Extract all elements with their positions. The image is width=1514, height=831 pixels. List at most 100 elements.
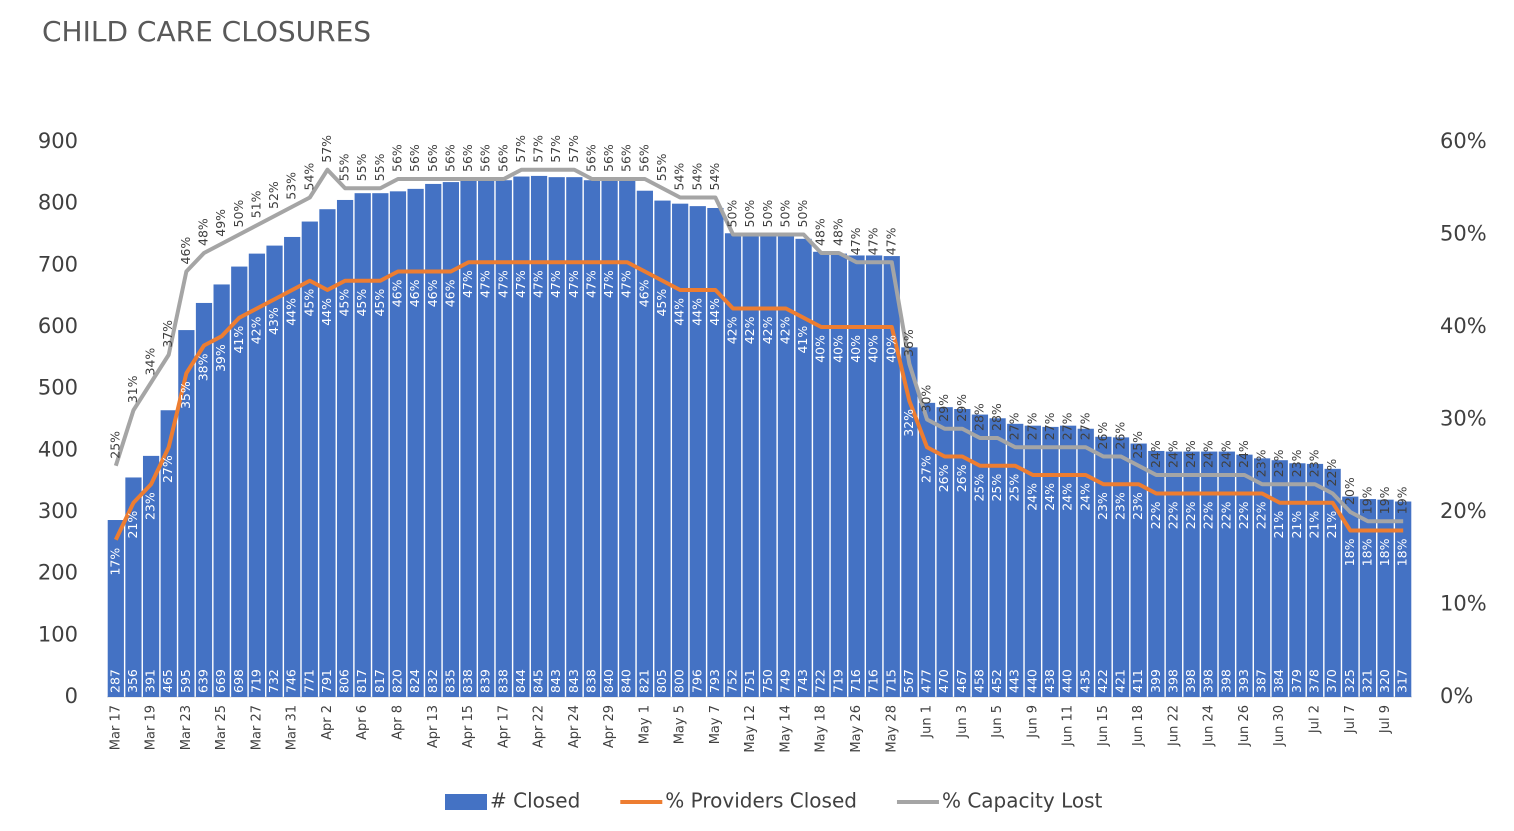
data-label: 42% bbox=[725, 316, 740, 344]
bar-label: 716 bbox=[848, 669, 863, 693]
data-label: 22% bbox=[1165, 501, 1180, 529]
data-label: 23% bbox=[1113, 492, 1128, 520]
data-label: 28% bbox=[989, 403, 1004, 431]
x-tick-label: Jun 18 bbox=[1131, 705, 1146, 747]
legend-swatch bbox=[445, 794, 487, 810]
bar-label: 838 bbox=[460, 669, 475, 693]
data-label: 27% bbox=[1007, 412, 1022, 440]
y2-tick-label: 20% bbox=[1440, 499, 1487, 523]
data-label: 24% bbox=[1060, 483, 1075, 511]
data-label: 47% bbox=[619, 270, 634, 298]
bar-label: 465 bbox=[160, 669, 175, 693]
bar bbox=[1130, 443, 1147, 697]
bar bbox=[548, 177, 565, 697]
bar-label: 824 bbox=[407, 669, 422, 693]
x-tick-label: May 7 bbox=[708, 705, 723, 744]
data-label: 52% bbox=[266, 181, 281, 209]
bar-label: 839 bbox=[478, 669, 493, 693]
bar-label: 438 bbox=[1042, 669, 1057, 693]
data-label: 20% bbox=[1342, 477, 1357, 505]
data-label: 46% bbox=[442, 279, 457, 307]
data-label: 27% bbox=[1060, 412, 1075, 440]
data-label: 40% bbox=[830, 335, 845, 363]
x-tick-label: Jul 9 bbox=[1378, 705, 1393, 734]
data-label: 28% bbox=[971, 403, 986, 431]
bar bbox=[231, 266, 248, 697]
bar bbox=[936, 407, 953, 697]
data-label: 23% bbox=[143, 492, 158, 520]
data-label: 27% bbox=[1042, 412, 1057, 440]
data-label: 46% bbox=[407, 279, 422, 307]
bar bbox=[1024, 425, 1041, 697]
bar-label: 421 bbox=[1113, 669, 1128, 693]
bar-label: 595 bbox=[178, 669, 193, 693]
y-tick-label: 500 bbox=[38, 376, 78, 400]
data-label: 24% bbox=[1165, 440, 1180, 468]
data-label: 54% bbox=[672, 163, 687, 191]
data-label: 50% bbox=[760, 200, 775, 228]
data-label: 35% bbox=[178, 381, 193, 409]
bar bbox=[530, 175, 548, 697]
bar bbox=[777, 235, 795, 697]
data-label: 17% bbox=[107, 548, 122, 576]
data-label: 18% bbox=[1377, 538, 1392, 566]
data-label: 50% bbox=[777, 200, 792, 228]
data-label: 46% bbox=[389, 279, 404, 307]
bar bbox=[918, 402, 936, 697]
data-label: 46% bbox=[636, 279, 651, 307]
bar bbox=[795, 238, 812, 698]
bar-label: 715 bbox=[883, 669, 898, 693]
bar-label: 832 bbox=[425, 669, 440, 693]
bar-label: 771 bbox=[301, 669, 316, 693]
bar-label: 398 bbox=[1165, 669, 1180, 693]
y-tick-label: 200 bbox=[38, 561, 78, 585]
y2-tick-label: 50% bbox=[1440, 222, 1487, 246]
bar bbox=[848, 255, 865, 697]
bar-label: 325 bbox=[1342, 669, 1357, 693]
data-label: 39% bbox=[213, 344, 228, 372]
data-label: 24% bbox=[1077, 483, 1092, 511]
bar-label: 835 bbox=[442, 669, 457, 693]
bar-label: 751 bbox=[742, 669, 757, 693]
data-label: 50% bbox=[725, 200, 740, 228]
data-label: 47% bbox=[848, 227, 863, 255]
data-label: 29% bbox=[954, 394, 969, 422]
x-tick-label: Jun 15 bbox=[1096, 705, 1111, 747]
data-label: 27% bbox=[919, 455, 934, 483]
data-label: 21% bbox=[1307, 511, 1322, 539]
data-label: 55% bbox=[372, 153, 387, 181]
bar bbox=[583, 180, 601, 697]
data-label: 45% bbox=[301, 289, 316, 317]
bar-label: 379 bbox=[1289, 669, 1304, 693]
bar-label: 838 bbox=[495, 669, 510, 693]
data-label: 26% bbox=[1113, 422, 1128, 450]
data-label: 29% bbox=[936, 394, 951, 422]
bar-label: 791 bbox=[319, 669, 334, 693]
x-tick-label: Jun 22 bbox=[1166, 705, 1181, 747]
bar bbox=[901, 347, 918, 697]
x-tick-label: May 28 bbox=[884, 705, 899, 753]
data-label: 40% bbox=[848, 335, 863, 363]
bar bbox=[1395, 501, 1412, 697]
bar-label: 669 bbox=[213, 669, 228, 693]
bar-label: 443 bbox=[1007, 669, 1022, 693]
bar bbox=[442, 182, 459, 698]
data-label: 57% bbox=[566, 135, 581, 163]
data-label: 45% bbox=[354, 289, 369, 317]
y2-tick-label: 0% bbox=[1440, 684, 1473, 708]
bar-label: 370 bbox=[1324, 669, 1339, 693]
x-tick-label: Jul 7 bbox=[1343, 705, 1358, 734]
bar bbox=[478, 179, 495, 697]
bar-label: 698 bbox=[231, 669, 246, 693]
bar bbox=[495, 180, 512, 697]
data-label: 57% bbox=[548, 135, 563, 163]
bar-label: 317 bbox=[1395, 669, 1410, 693]
bar-label: 719 bbox=[248, 669, 263, 693]
bar bbox=[301, 221, 318, 698]
bar-label: 411 bbox=[1130, 669, 1145, 693]
y-tick-label: 800 bbox=[38, 191, 78, 215]
bar-label: 843 bbox=[548, 669, 563, 693]
data-label: 56% bbox=[636, 144, 651, 172]
